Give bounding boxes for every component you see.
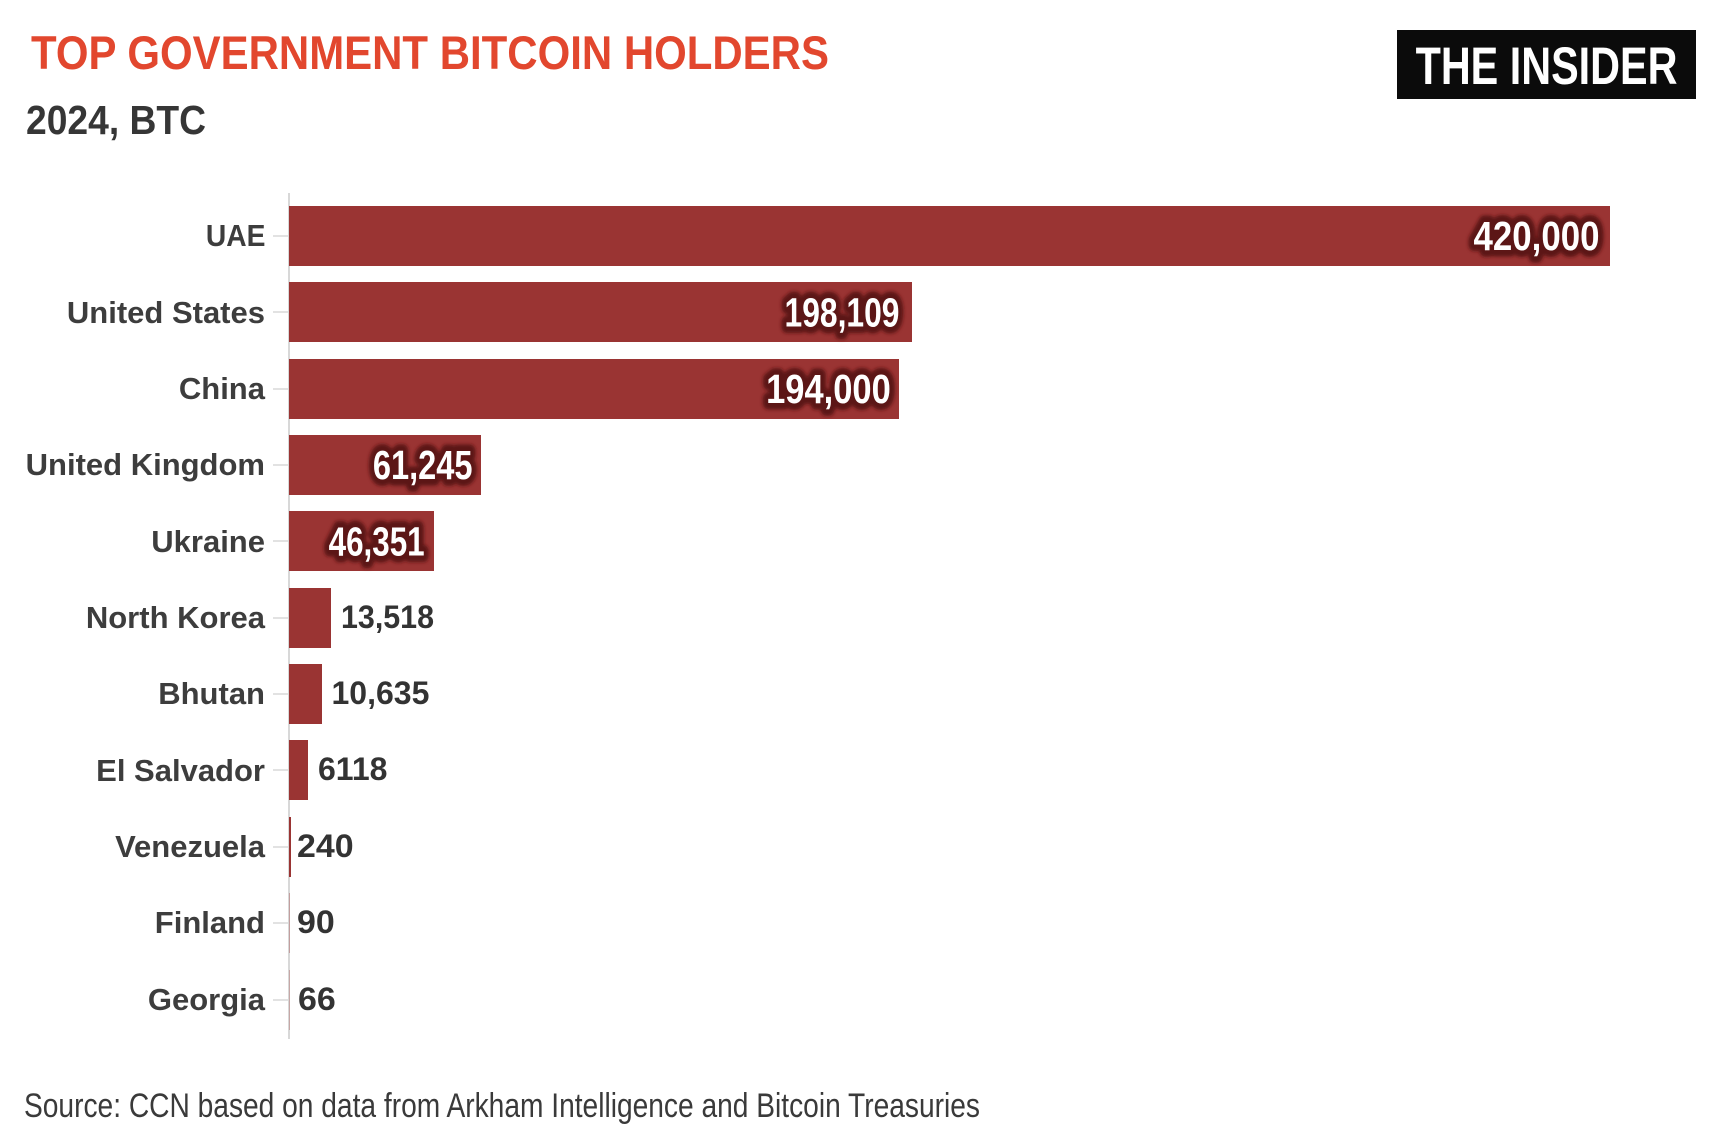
svg-text:46,351: 46,351 (329, 518, 425, 564)
svg-text:194,000: 194,000 (766, 367, 891, 412)
svg-text:61,245: 61,245 (373, 441, 473, 487)
svg-text:198,109: 198,109 (785, 290, 900, 336)
svg-text:46,351: 46,351 (329, 518, 425, 564)
svg-text:420,000: 420,000 (1474, 214, 1600, 259)
svg-text:198,109: 198,109 (785, 290, 900, 336)
svg-text:194,000: 194,000 (766, 367, 891, 412)
svg-text:61,245: 61,245 (373, 441, 473, 487)
svg-text:THE INSIDER: THE INSIDER (1416, 37, 1678, 96)
svg-text:420,000: 420,000 (1474, 214, 1600, 259)
